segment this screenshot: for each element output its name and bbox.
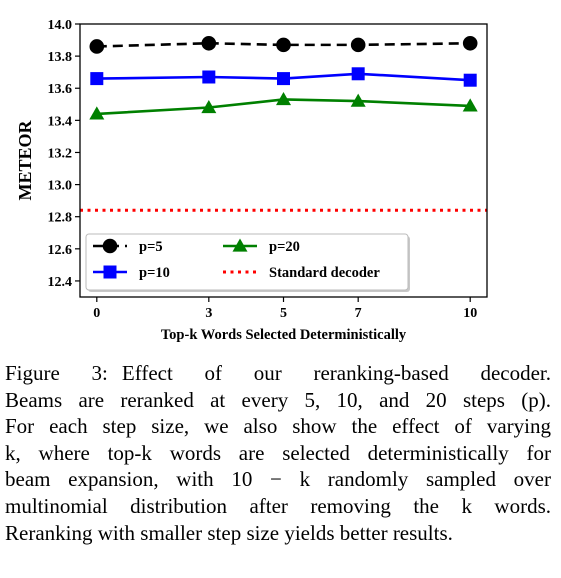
data-point-p20-x5 bbox=[276, 91, 291, 106]
y-axis-label: METEOR bbox=[15, 120, 35, 201]
y-tick-label: 12.8 bbox=[48, 211, 73, 226]
data-point-p20-x10 bbox=[462, 98, 478, 112]
caption-line-1: Figure 3: Effect of our reranking-based d… bbox=[5, 360, 551, 387]
data-point-p5-x7 bbox=[350, 37, 366, 53]
legend-label-p-5: p=5 bbox=[139, 239, 163, 255]
legend-box bbox=[85, 233, 409, 291]
caption-line-4: k, where top-k words are selected determ… bbox=[5, 440, 551, 465]
data-point-p10-x7 bbox=[351, 67, 365, 81]
data-point-p5-x5 bbox=[276, 37, 291, 53]
axes-layer: 12.4 12.6 12.8 13.0 13.2 13.4 13.6 13.8 14.0 0 3 5 7… bbox=[15, 18, 488, 343]
y-tick-label: 13.4 bbox=[48, 114, 73, 129]
data-point-p5-x3 bbox=[201, 35, 217, 51]
legend-label-p-20: p=20 bbox=[269, 239, 300, 255]
x-tick-label: 10 bbox=[463, 306, 477, 321]
data-point-p5-x0 bbox=[89, 39, 105, 54]
data-point-p20-x7 bbox=[350, 93, 366, 107]
meteor-line-chart: 12.4 12.6 12.8 13.0 13.2 13.4 13.6 13.8 14.0 0 3 5 7… bbox=[15, 18, 488, 343]
legend-label-standard-decoder: Standard decoder bbox=[269, 265, 380, 281]
caption-line-2: Beams are reranked at every 5, 10, and 2… bbox=[5, 387, 551, 412]
caption-text-1: Effect of our reranking-based decoder. bbox=[121, 361, 551, 385]
x-tick-label: 7 bbox=[355, 306, 362, 321]
figure-caption: Figure 3: Effect of our reranking-based d… bbox=[5, 360, 551, 546]
x-tick-label: 5 bbox=[280, 306, 287, 321]
x-axis-label: Top-k Words Selected Deterministically bbox=[161, 327, 407, 343]
y-tick-label: 13.2 bbox=[48, 146, 73, 161]
y-tick-label: 12.6 bbox=[48, 243, 73, 258]
y-tick-label: 13.8 bbox=[48, 50, 73, 65]
data-point-p5-x10 bbox=[462, 35, 478, 51]
caption-line-3: For each step size, we also show the eff… bbox=[5, 414, 551, 439]
data-point-p10-x10 bbox=[463, 73, 477, 87]
data-point-p10-x0 bbox=[90, 72, 104, 86]
caption-line-6: multinomial distribution after removing … bbox=[5, 493, 551, 518]
legend-marker-p-10 bbox=[103, 265, 117, 279]
legend: p=5 p=20 p=10 Standard decoder bbox=[85, 233, 410, 292]
chart-area: 12.4 12.6 12.8 13.0 13.2 13.4 13.6 13.8 14.0 0 3 5 7… bbox=[15, 18, 488, 343]
legend-label-p-10: p=10 bbox=[139, 265, 170, 281]
caption-line-7: Reranking with smaller step size yields … bbox=[5, 520, 453, 545]
data-point-p10-x3 bbox=[202, 70, 216, 84]
y-tick-label: 14.0 bbox=[48, 18, 73, 33]
plot-layer bbox=[80, 35, 487, 212]
y-tick-label: 13.6 bbox=[48, 82, 73, 97]
data-point-p10-x5 bbox=[277, 72, 290, 86]
y-tick-label: 12.4 bbox=[48, 275, 73, 290]
x-tick-label: 0 bbox=[93, 306, 100, 321]
data-point-p20-x0 bbox=[89, 106, 105, 120]
caption-label: Figure 3: bbox=[5, 361, 108, 385]
y-tick-label: 13.0 bbox=[48, 179, 73, 194]
legend-marker-p-5 bbox=[102, 238, 118, 254]
caption-line-5: beam expansion, with 10 − k randomly sam… bbox=[5, 467, 551, 492]
x-tick-label: 3 bbox=[205, 306, 212, 321]
data-point-p20-x3 bbox=[201, 100, 217, 114]
legend-marker-p-20 bbox=[232, 238, 248, 252]
